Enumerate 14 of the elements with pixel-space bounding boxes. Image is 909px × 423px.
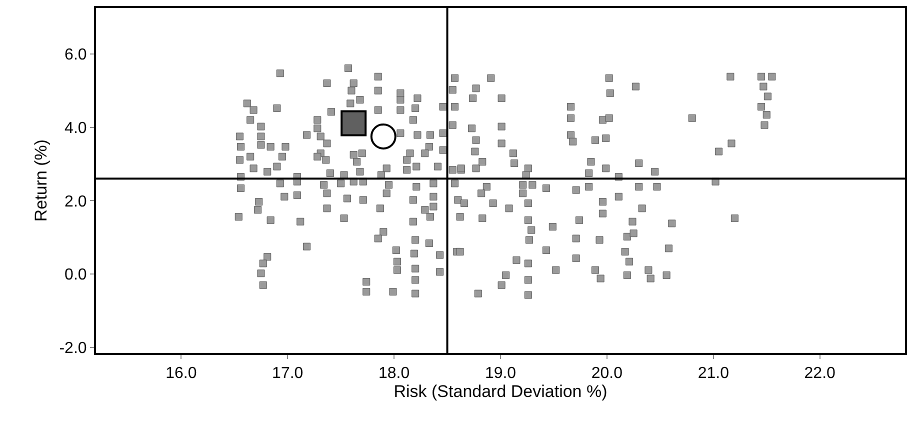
y-axis-title: Return (%) [31,139,50,222]
y-tick-label: 0.0 [64,266,87,284]
x-tick-label: 16.0 [166,365,197,382]
y-tick-label: -2.0 [59,340,87,358]
x-tick-label: 22.0 [804,365,836,382]
x-tick-label: 18.0 [378,365,410,382]
x-tick-label: 19.0 [484,365,516,382]
x-tick-label: 21.0 [698,365,730,382]
x-tick-label: 17.0 [272,365,304,382]
x-tick-label: 20.0 [591,365,623,382]
y-tick-label: 2.0 [64,193,87,210]
y-tick-label: 4.0 [64,120,87,137]
x-axis-title: Risk (Standard Deviation %) [394,382,608,402]
y-tick-label: 6.0 [64,46,87,64]
